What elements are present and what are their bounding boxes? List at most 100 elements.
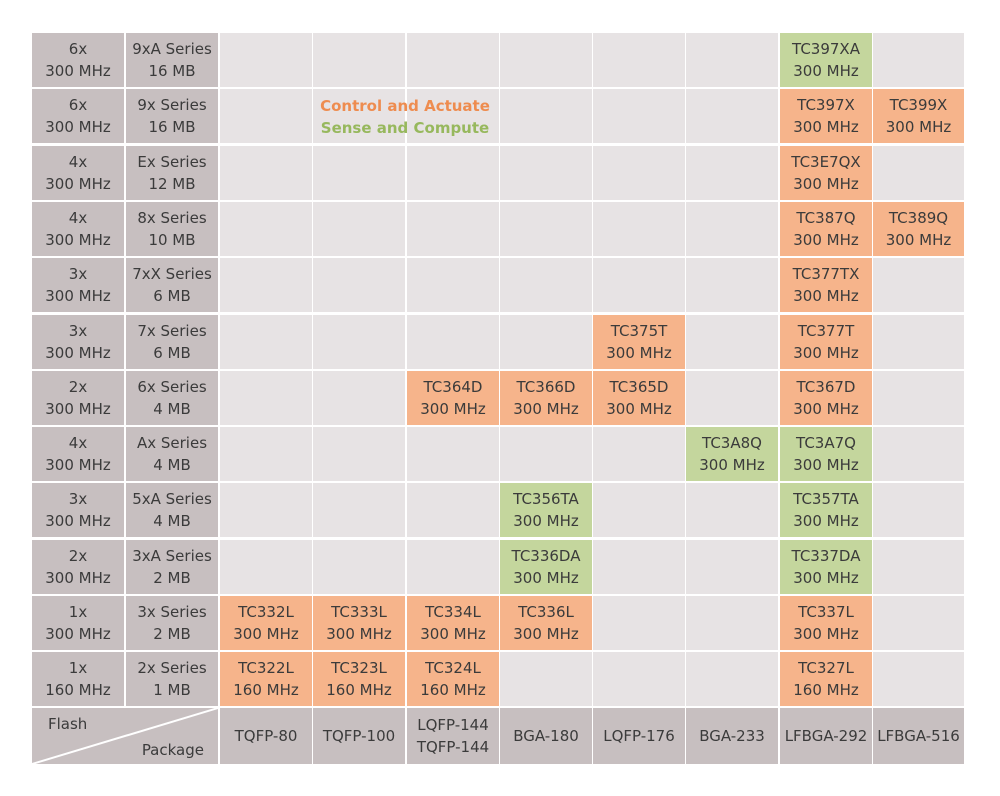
empty-cell (220, 540, 312, 594)
legend-sense: Sense and Compute (320, 119, 490, 137)
empty-cell (686, 596, 778, 650)
empty-cell (500, 202, 592, 256)
row-cores-3-line-1: 4x (68, 153, 88, 171)
row-cores-10: 2x 300 MHz (32, 540, 124, 594)
empty-cell (407, 427, 499, 481)
product-cell-tc327l-line-1: TC327L (798, 659, 854, 677)
legend-control: Control and Actuate (320, 97, 490, 115)
row-cores-3-line-2: 300 MHz (45, 175, 111, 193)
row-series-6-line-2: 6 MB (153, 344, 191, 362)
product-cell-tc377tx-line-2: 300 MHz (793, 287, 859, 305)
row-series-7-line-2: 4 MB (153, 400, 191, 418)
row-series-4-line-2: 10 MB (148, 231, 196, 249)
empty-cell (686, 89, 778, 143)
empty-cell (686, 540, 778, 594)
empty-cell (593, 540, 685, 594)
product-cell-tc324l-line-2: 160 MHz (420, 681, 486, 699)
row-series-7-line-1: 6x Series (137, 378, 207, 396)
row-cores-12: 1x 160 MHz (32, 652, 124, 706)
row-cores-4-line-1: 4x (68, 209, 88, 227)
product-cell-tc387q-line-2: 300 MHz (793, 231, 859, 249)
corner-diagonal (32, 708, 218, 764)
product-cell-tc389q: TC389Q 300 MHz (873, 202, 964, 256)
product-cell-tc357ta-line-2: 300 MHz (793, 512, 859, 530)
product-cell-tc377t-line-1: TC377T (797, 322, 855, 340)
product-cell-tc323l-line-1: TC323L (331, 659, 387, 677)
empty-cell (593, 652, 685, 706)
empty-cell (313, 258, 405, 312)
empty-cell (220, 371, 312, 425)
product-cell-tc397x-line-1: TC397X (797, 96, 855, 114)
empty-cell (686, 652, 778, 706)
row-cores-7-line-2: 300 MHz (45, 400, 111, 418)
package-label-3-line-1: LQFP-144 (417, 716, 489, 734)
empty-cell (313, 33, 405, 87)
row-series-1-line-1: 9xA Series (132, 40, 212, 58)
empty-cell (220, 146, 312, 200)
empty-cell (873, 427, 964, 481)
product-cell-tc399x-line-1: TC399X (889, 96, 948, 114)
row-series-12: 2x Series 1 MB (126, 652, 218, 706)
empty-cell (686, 315, 778, 369)
product-cell-tc322l: TC322L 160 MHz (220, 652, 312, 706)
product-cell-tc365d: TC365D 300 MHz (593, 371, 685, 425)
product-cell-tc367d-line-2: 300 MHz (793, 400, 859, 418)
empty-cell (593, 202, 685, 256)
empty-cell (407, 33, 499, 87)
product-cell-tc397xa-line-1: TC397XA (792, 40, 860, 58)
product-cell-tc377t: TC377T 300 MHz (780, 315, 872, 369)
empty-cell (313, 315, 405, 369)
row-cores-7-line-1: 2x (68, 378, 88, 396)
row-cores-1-line-2: 300 MHz (45, 62, 111, 80)
product-cell-tc337da-line-2: 300 MHz (793, 569, 859, 587)
empty-cell (313, 540, 405, 594)
product-cell-tc327l: TC327L 160 MHz (780, 652, 872, 706)
row-cores-7: 2x 300 MHz (32, 371, 124, 425)
row-cores-1-line-1: 6x (68, 40, 88, 58)
row-cores-10-line-1: 2x (68, 547, 88, 565)
row-series-2-line-2: 16 MB (148, 118, 196, 136)
empty-cell (593, 596, 685, 650)
empty-cell (407, 540, 499, 594)
empty-cell (500, 427, 592, 481)
empty-cell (686, 146, 778, 200)
product-cell-tc389q-line-2: 300 MHz (885, 231, 952, 249)
product-cell-tc337l-line-2: 300 MHz (793, 625, 859, 643)
product-cell-tc323l-line-2: 160 MHz (326, 681, 392, 699)
column-axis-label: Package (141, 741, 204, 759)
row-cores-12-line-1: 1x (68, 659, 88, 677)
row-series-3: Ex Series 12 MB (126, 146, 218, 200)
row-cores-6-line-2: 300 MHz (45, 344, 111, 362)
product-cell-tc334l-line-2: 300 MHz (420, 625, 486, 643)
row-series-9-line-1: 5xA Series (132, 490, 212, 508)
product-cell-tc324l: TC324L 160 MHz (407, 652, 499, 706)
row-series-9: 5xA Series 4 MB (126, 483, 218, 537)
product-cell-tc322l-line-2: 160 MHz (233, 681, 299, 699)
row-series-7: 6x Series 4 MB (126, 371, 218, 425)
empty-cell (407, 202, 499, 256)
row-series-11: 3x Series 2 MB (126, 596, 218, 650)
product-cell-tc322l-line-1: TC322L (238, 659, 294, 677)
row-cores-5: 3x 300 MHz (32, 258, 124, 312)
row-series-11-line-1: 3x Series (137, 603, 207, 621)
row-cores-2-line-1: 6x (68, 96, 88, 114)
row-series-5: 7xX Series 6 MB (126, 258, 218, 312)
empty-cell (686, 483, 778, 537)
empty-cell (686, 371, 778, 425)
row-cores-8-line-1: 4x (68, 434, 88, 452)
row-series-6: 7x Series 6 MB (126, 315, 218, 369)
row-series-8-line-1: Ax Series (136, 434, 208, 452)
empty-cell (220, 315, 312, 369)
package-label-8-line-1: LFBGA-516 (877, 727, 960, 745)
empty-cell (500, 315, 592, 369)
product-cell-tc365d-line-2: 300 MHz (606, 400, 672, 418)
row-series-6-line-1: 7x Series (137, 322, 207, 340)
product-cell-tc334l-line-1: TC334L (425, 603, 481, 621)
empty-cell (686, 202, 778, 256)
product-cell-tc3a8q: TC3A8Q 300 MHz (686, 427, 778, 481)
empty-cell (593, 146, 685, 200)
product-cell-tc323l: TC323L 160 MHz (313, 652, 405, 706)
empty-cell (220, 33, 312, 87)
empty-cell (407, 258, 499, 312)
empty-cell (873, 652, 964, 706)
